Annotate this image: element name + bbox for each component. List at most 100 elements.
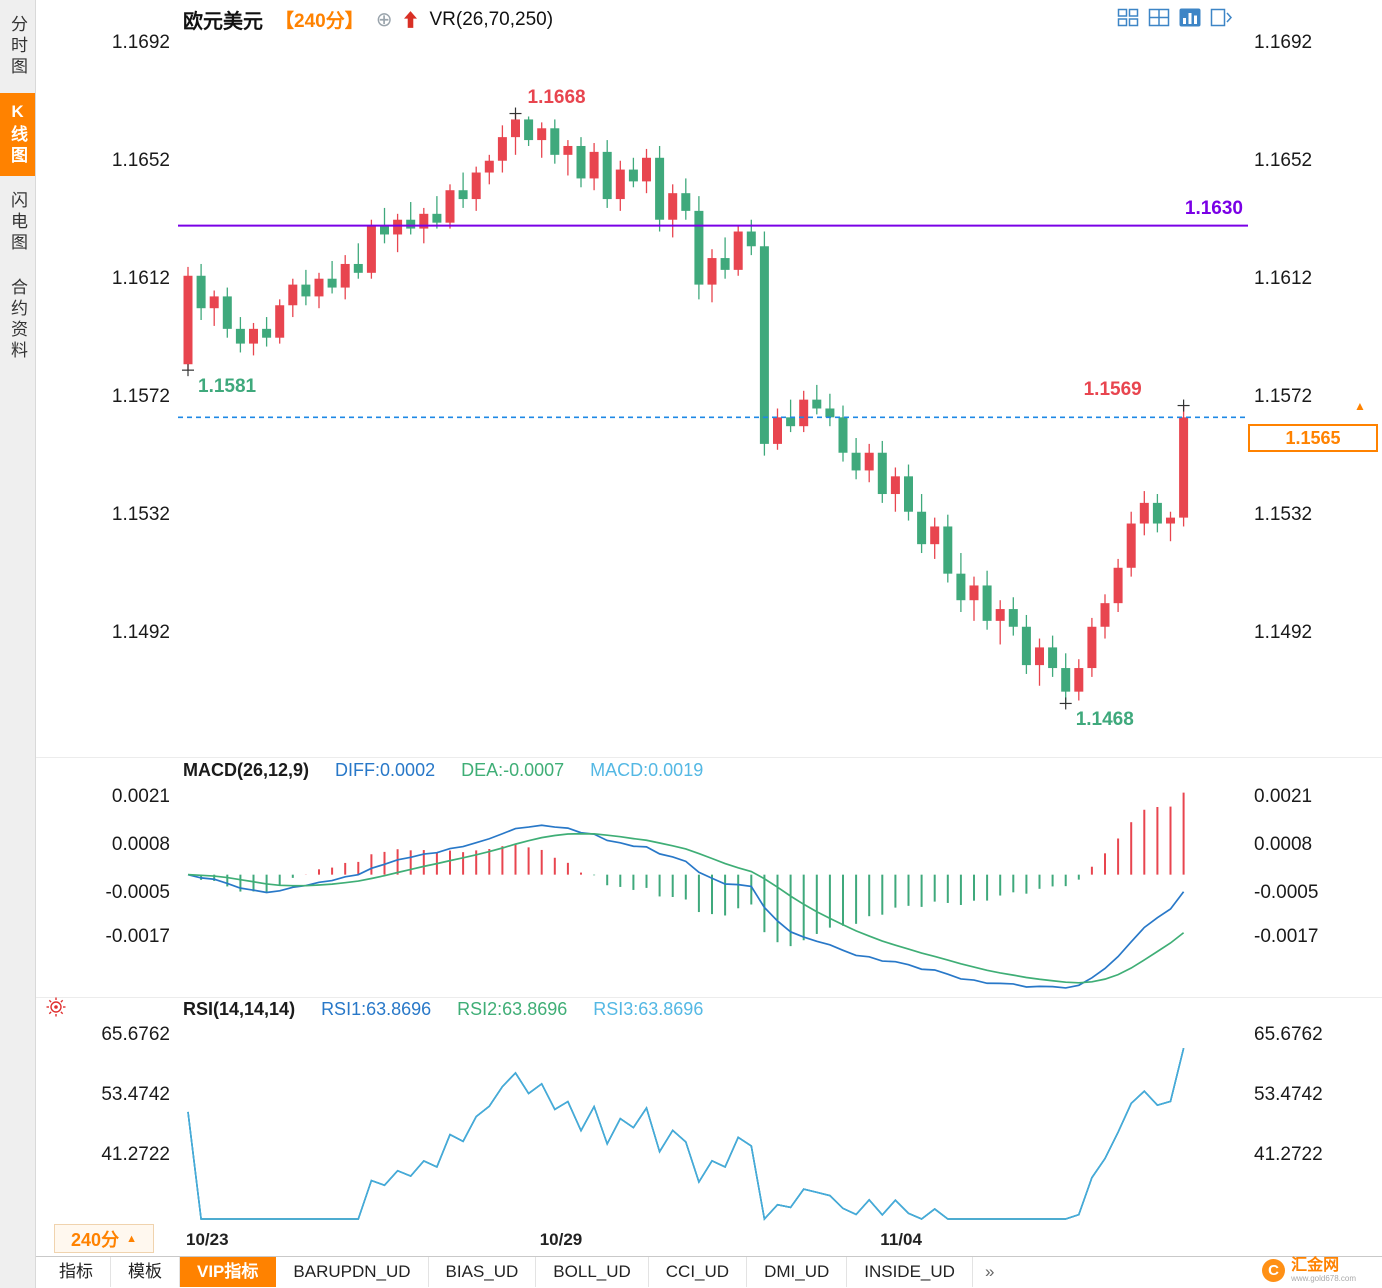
macd-header: MACD(26,12,9) DIFF:0.0002 DEA:-0.0007 MA… [183, 760, 703, 781]
candle-body [838, 417, 848, 453]
split-pane-icon[interactable] [1147, 7, 1171, 28]
candle-body [995, 609, 1005, 621]
macd-chart[interactable] [178, 782, 1248, 995]
symbol-name: 欧元美元 [183, 11, 263, 33]
candle-body [524, 119, 534, 141]
panel-divider [36, 997, 1382, 998]
brand-icon: C [1262, 1259, 1286, 1282]
candle-body [1152, 502, 1162, 524]
y-axis-tick: 1.1572 [111, 385, 170, 407]
bottom-tab-5[interactable]: BOLL_UD [536, 1257, 649, 1287]
candle-body [275, 305, 285, 338]
layout-toolbar [1116, 7, 1233, 28]
macd-y-tick: -0.0005 [1254, 882, 1319, 904]
y-axis-tick: 1.1492 [111, 621, 170, 643]
rsi2-value: RSI2:63.8696 [457, 999, 568, 1019]
bottom-tab-0[interactable]: 指标 [42, 1257, 111, 1287]
candle-body [1179, 417, 1189, 518]
indicator-settings-icon[interactable] [46, 997, 66, 1017]
candle-body [956, 573, 966, 601]
candlestick-chart[interactable] [178, 28, 1248, 753]
bottom-tab-6[interactable]: CCI_UD [649, 1257, 748, 1287]
rsi1-line [187, 1048, 1185, 1221]
sidebar-item-label: 合约资料 [8, 278, 27, 362]
candle-body [209, 296, 219, 309]
candle-body [576, 145, 586, 179]
last-price-tag: 1.1565 [1248, 424, 1378, 453]
candle-body [314, 278, 324, 297]
candle-body [1048, 647, 1058, 669]
candle-body [497, 137, 507, 161]
candle-body [380, 225, 389, 235]
candle-body [353, 263, 363, 273]
x-axis-tick: 10/29 [539, 1230, 583, 1249]
chart-type-sidebar: 分时图 K线图闪电图合约资料 [0, 0, 36, 1288]
grid-layout-icon[interactable] [1116, 7, 1140, 28]
period-selector[interactable]: 240分 ▲ [54, 1224, 154, 1253]
bar-chart-layout-icon[interactable] [1178, 7, 1202, 28]
candle-body [930, 526, 940, 545]
brand-url: www.gold678.com [1291, 1274, 1356, 1283]
candle-body [864, 452, 874, 471]
rsi1-value: RSI1:63.8696 [321, 999, 432, 1019]
candle-body [969, 585, 979, 601]
sidebar-item-1[interactable]: K线图 [0, 93, 35, 176]
candle-body [681, 193, 691, 211]
rsi-title: RSI(14,14,14) [183, 999, 296, 1019]
bottom-tab-3[interactable]: BARUPDN_UD [276, 1257, 429, 1287]
candle-body [655, 157, 665, 220]
period-selector-label: 240分 [71, 1229, 120, 1250]
candle-body [759, 246, 769, 444]
sidebar-item-2[interactable]: 闪电图 [0, 182, 35, 263]
candle-body [366, 225, 376, 273]
tabs-more-button[interactable]: » [984, 1262, 995, 1281]
pan-right-icon[interactable] [1209, 7, 1233, 28]
candle-body [877, 452, 887, 495]
bottom-tab-4[interactable]: BIAS_UD [429, 1257, 537, 1287]
bottom-tab-1[interactable]: 模板 [111, 1257, 180, 1287]
rsi-y-tick: 53.4742 [101, 1083, 170, 1105]
rsi2-line [187, 1048, 1185, 1221]
rsi-y-tick: 65.6762 [1254, 1023, 1323, 1045]
candle-body [393, 219, 403, 235]
y-axis-tick: 1.1612 [111, 267, 170, 289]
candle-body [1166, 517, 1175, 524]
candle-body [262, 328, 272, 338]
macd-y-tick: -0.0005 [105, 882, 170, 904]
sidebar-item-3[interactable]: 合约资料 [0, 269, 35, 371]
sidebar-item-label: 分时图 [8, 15, 27, 78]
bottom-tab-7[interactable]: DMI_UD [747, 1257, 848, 1287]
macd-y-tick: 0.0008 [111, 834, 170, 856]
candle-body [235, 328, 245, 344]
brand-logo: C 汇金网 www.gold678.com [1262, 1258, 1356, 1283]
bottom-tab-2[interactable]: VIP指标 [180, 1257, 277, 1287]
rsi-y-tick: 41.2722 [101, 1143, 170, 1165]
y-axis-tick: 1.1652 [1254, 149, 1313, 171]
price-up-marker-icon: ▲ [1354, 399, 1366, 414]
candle-body [1021, 626, 1031, 666]
candle-body [458, 190, 468, 200]
candle-body [1113, 567, 1123, 604]
panel-divider [36, 757, 1382, 758]
period-badge[interactable]: 【240分】 [275, 11, 364, 32]
add-indicator-icon[interactable]: ⊕ [375, 8, 393, 31]
macd-y-tick: -0.0017 [105, 926, 170, 948]
candle-body [183, 275, 193, 365]
candle-body [943, 526, 953, 574]
macd-diff-line [187, 824, 1185, 989]
candle-body [799, 399, 809, 427]
candle-body [301, 284, 311, 297]
macd-y-tick: 0.0008 [1254, 834, 1313, 856]
x-axis-tick: 10/23 [186, 1230, 229, 1249]
sidebar-item-label: 闪电图 [8, 191, 27, 254]
y-axis-tick: 1.1692 [111, 31, 170, 53]
sidebar-item-0[interactable]: 分时图 [0, 6, 35, 87]
candle-body [445, 190, 455, 223]
rsi3-line [187, 1048, 1185, 1221]
candle-body [1074, 668, 1084, 692]
bottom-tab-8[interactable]: INSIDE_UD [847, 1257, 973, 1287]
candle-body [1100, 603, 1110, 627]
candle-body [511, 119, 520, 138]
rsi-chart[interactable] [178, 1022, 1248, 1222]
